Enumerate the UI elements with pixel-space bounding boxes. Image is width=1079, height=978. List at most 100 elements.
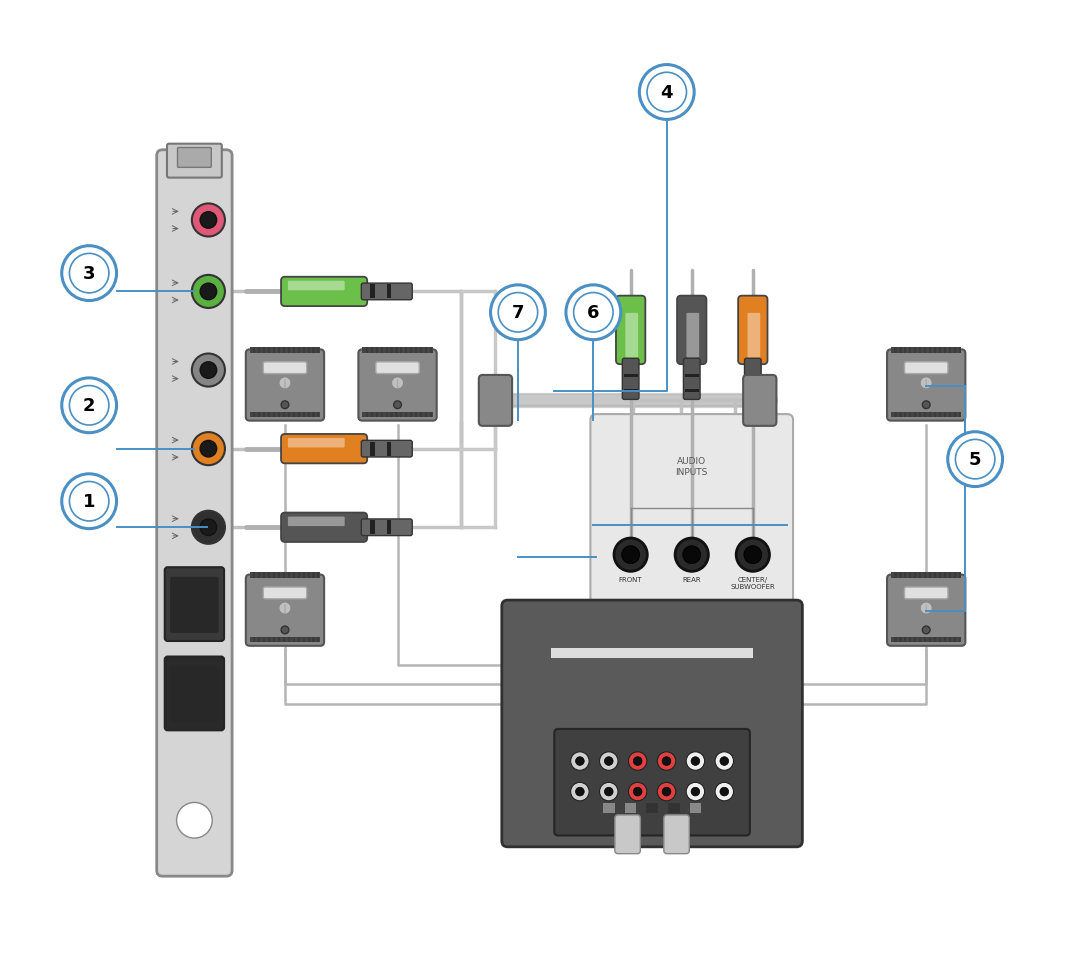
Bar [914,572,916,579]
FancyBboxPatch shape [263,363,306,375]
Circle shape [192,354,224,387]
FancyBboxPatch shape [891,347,961,354]
Bar [370,442,374,456]
Bar [924,638,926,643]
Circle shape [715,782,734,801]
FancyBboxPatch shape [891,638,961,643]
Bar [904,638,906,643]
Circle shape [600,782,618,801]
Text: 1: 1 [83,493,95,511]
Circle shape [200,363,217,378]
Circle shape [177,803,213,838]
Bar [425,347,427,354]
Bar [894,638,897,643]
Circle shape [200,212,217,229]
FancyBboxPatch shape [363,413,433,418]
Bar [929,638,931,643]
Bar [958,572,960,579]
Circle shape [955,440,995,479]
Bar [254,572,256,579]
Circle shape [69,254,109,293]
Circle shape [575,757,584,766]
FancyBboxPatch shape [555,730,750,835]
Circle shape [200,519,217,536]
Bar [385,413,387,418]
Bar [415,413,418,418]
Bar [406,413,408,418]
Bar [929,347,931,354]
Bar [934,638,937,643]
Wedge shape [920,378,932,389]
Bar [278,572,281,579]
Wedge shape [920,602,932,614]
Bar [944,413,946,418]
Bar [288,572,290,579]
Circle shape [571,752,589,771]
Circle shape [657,752,675,771]
Wedge shape [279,378,291,389]
Bar [308,347,310,354]
Circle shape [192,276,224,309]
Bar [283,638,285,643]
Bar [924,413,926,418]
Bar [381,347,383,354]
Bar [624,375,638,378]
Bar [919,638,921,643]
Bar [371,413,373,418]
Bar [919,347,921,354]
Bar [308,572,310,579]
Bar [958,638,960,643]
Bar [410,413,412,418]
Circle shape [715,752,734,771]
FancyBboxPatch shape [677,296,707,365]
Bar [954,347,956,354]
Bar [685,375,699,378]
Circle shape [600,752,618,771]
Text: AUDIO
INPUTS: AUDIO INPUTS [675,457,708,477]
Circle shape [192,204,224,238]
Bar [668,804,680,813]
Circle shape [69,386,109,425]
Bar [958,347,960,354]
Bar [958,413,960,418]
FancyBboxPatch shape [479,376,513,426]
FancyBboxPatch shape [891,413,961,418]
Bar [934,347,937,354]
Circle shape [192,511,224,545]
Bar [292,413,295,418]
Bar [954,572,956,579]
Bar [366,347,368,354]
FancyBboxPatch shape [361,284,412,300]
Bar [317,572,319,579]
Bar [904,572,906,579]
FancyBboxPatch shape [288,282,344,291]
Bar [894,572,897,579]
Bar [317,638,319,643]
Bar [685,389,699,392]
Bar [386,286,391,299]
Bar [313,572,315,579]
Bar [948,413,951,418]
Bar [954,413,956,418]
Bar [386,520,391,535]
FancyBboxPatch shape [887,575,966,646]
FancyBboxPatch shape [263,588,306,600]
Bar [317,413,319,418]
Bar [254,413,256,418]
Bar [258,638,260,643]
Bar [944,572,946,579]
Bar [425,413,427,418]
FancyBboxPatch shape [686,314,699,358]
Bar [292,638,295,643]
FancyBboxPatch shape [623,359,639,400]
Bar [288,413,290,418]
FancyBboxPatch shape [165,567,224,642]
FancyBboxPatch shape [363,347,433,354]
Bar [420,347,422,354]
Bar [283,572,285,579]
Bar [381,413,383,418]
Circle shape [628,782,647,801]
Bar [298,347,300,354]
FancyBboxPatch shape [249,572,320,579]
Bar [939,638,941,643]
